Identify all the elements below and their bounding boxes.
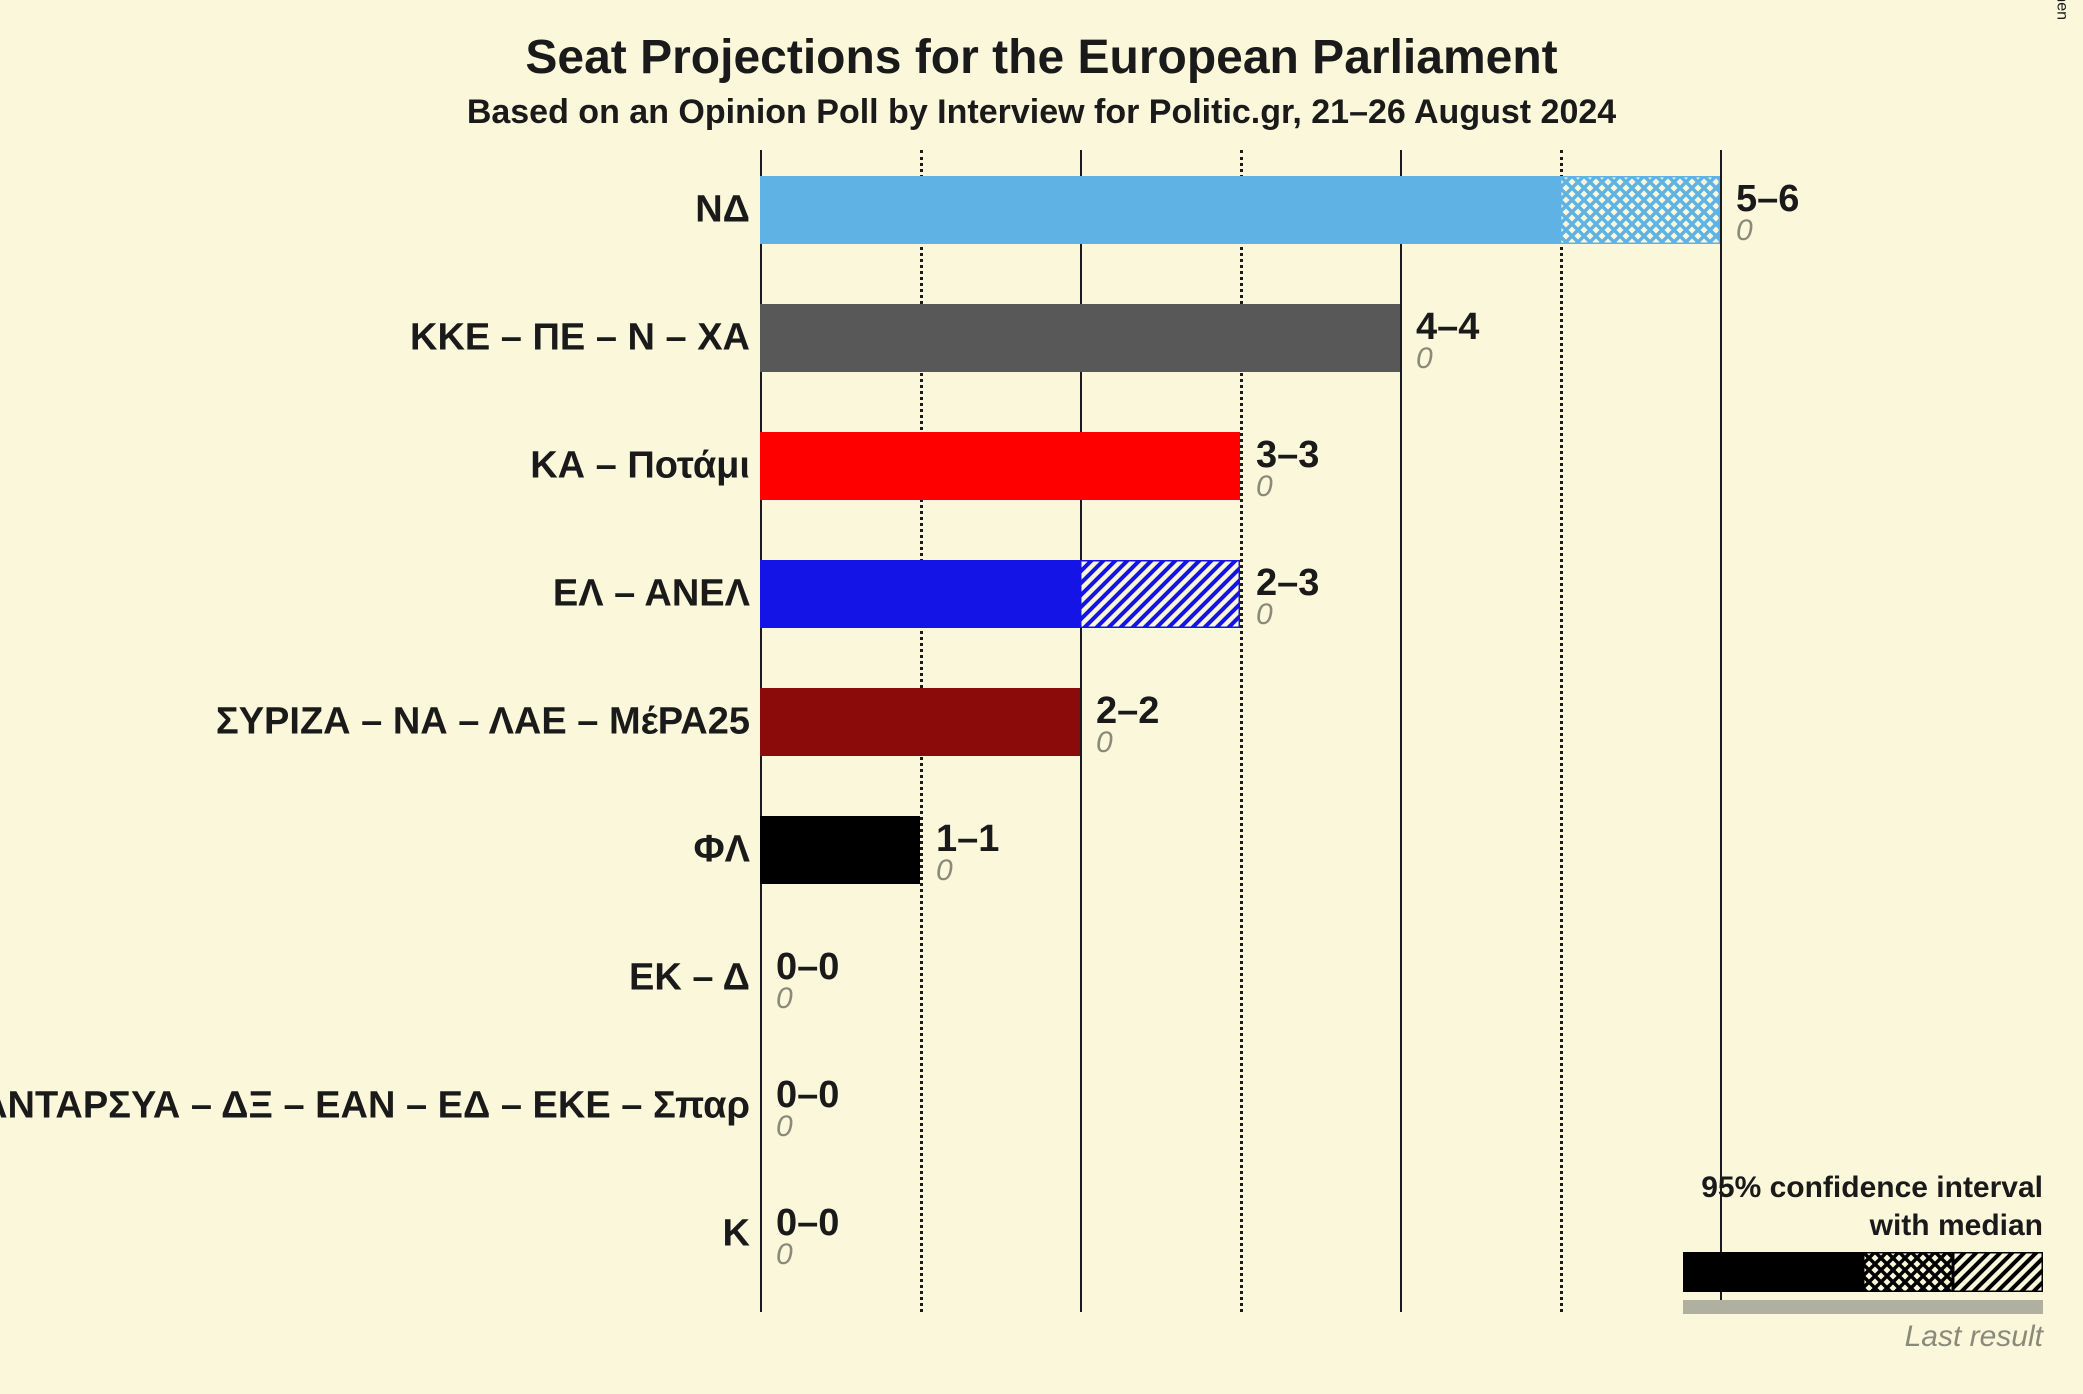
party-label: ΕΛ – ΑΝΕΛ xyxy=(553,573,750,616)
bar-median xyxy=(760,688,1080,756)
value-last: 0 xyxy=(776,1110,793,1144)
copyright-text: © 2024 Filip van Laenen xyxy=(2053,0,2071,20)
value-last: 0 xyxy=(1256,598,1273,632)
party-label: ΝΔ xyxy=(695,189,750,232)
legend: 95% confidence interval with median Last… xyxy=(1683,1169,2043,1354)
value-last: 0 xyxy=(1736,214,1753,248)
bar-median xyxy=(760,560,1080,628)
bar-median xyxy=(760,816,920,884)
bar-median xyxy=(760,432,1240,500)
party-label: ΣΥΡΙΖΑ – ΝΑ – ΛΑΕ – ΜέΡΑ25 xyxy=(216,701,750,744)
chart-row: ΣΥΡΙΖΑ – ΝΑ – ΛΑΕ – ΜέΡΑ252–20 xyxy=(0,682,1860,762)
legend-last-label: Last result xyxy=(1683,1320,2043,1354)
chart-row: ΕΛ – ΑΝΕΛ 2–30 xyxy=(0,554,1860,634)
bar-confidence xyxy=(1560,176,1720,244)
value-last: 0 xyxy=(776,982,793,1016)
chart-subtitle: Based on an Opinion Poll by Interview fo… xyxy=(0,93,2083,132)
value-last: 0 xyxy=(1096,726,1113,760)
legend-last-swatch xyxy=(1683,1300,2043,1314)
legend-title: 95% confidence interval with median xyxy=(1683,1169,2043,1244)
value-last: 0 xyxy=(1256,470,1273,504)
bar-median xyxy=(760,304,1400,372)
chart-title: Seat Projections for the European Parlia… xyxy=(0,0,2083,85)
bar-confidence xyxy=(1080,560,1240,628)
bar-median xyxy=(760,176,1560,244)
party-label: ΕΚ – Δ xyxy=(629,957,750,1000)
party-label: ΚΑ – Ποτάμι xyxy=(530,445,750,488)
value-last: 0 xyxy=(1416,342,1433,376)
chart-row: ΑΝΤΑΡΣΥΑ – ΔΞ – ΕΑΝ – ΕΔ – ΕΚΕ – Σπαρ0–0… xyxy=(0,1066,1860,1146)
chart-row: ΚΚΕ – ΠΕ – Ν – ΧΑ4–40 xyxy=(0,298,1860,378)
chart-row: ΕΚ – Δ0–00 xyxy=(0,938,1860,1018)
value-last: 0 xyxy=(776,1238,793,1272)
legend-line2: with median xyxy=(1870,1209,2043,1242)
party-label: ΦΛ xyxy=(693,829,750,872)
value-last: 0 xyxy=(936,854,953,888)
legend-diag-swatch xyxy=(1953,1252,2043,1292)
party-label: ΑΝΤΑΡΣΥΑ – ΔΞ – ΕΑΝ – ΕΔ – ΕΚΕ – Σπαρ xyxy=(0,1085,750,1128)
legend-cross-swatch xyxy=(1863,1252,1953,1292)
chart-row: Κ0–00 xyxy=(0,1194,1860,1274)
chart-row: ΦΛ1–10 xyxy=(0,810,1860,890)
legend-line1: 95% confidence interval xyxy=(1701,1171,2043,1204)
chart-row: ΚΑ – Ποτάμι3–30 xyxy=(0,426,1860,506)
party-label: Κ xyxy=(723,1213,750,1256)
chart-area: ΝΔ 5–60ΚΚΕ – ΠΕ – Ν – ΧΑ4–40ΚΑ – Ποτάμι3… xyxy=(760,150,1860,1322)
party-label: ΚΚΕ – ΠΕ – Ν – ΧΑ xyxy=(410,317,750,360)
legend-bars xyxy=(1683,1252,2043,1300)
legend-solid-swatch xyxy=(1683,1252,1863,1292)
chart-row: ΝΔ 5–60 xyxy=(0,170,1860,250)
